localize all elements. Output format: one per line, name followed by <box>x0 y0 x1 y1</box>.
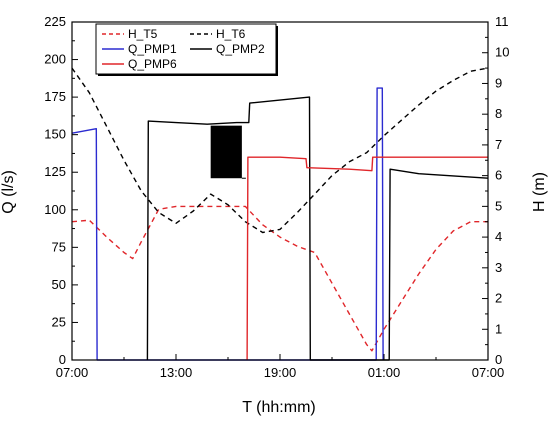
x-tick-label: 19:00 <box>264 365 297 380</box>
y-left-tick-label: 50 <box>52 277 66 292</box>
series-layer <box>71 67 489 361</box>
legend-label-q-pmp1: Q_PMP1 <box>128 42 177 56</box>
y-left-tick-label: 200 <box>44 52 66 67</box>
y-left-tick-label: 0 <box>59 352 66 367</box>
y-right-tick-label: 9 <box>495 75 502 90</box>
legend-label-h-t5: H_T5 <box>128 27 158 41</box>
y-left-tick-label: 225 <box>44 14 66 29</box>
y-right-tick-label: 0 <box>495 352 502 367</box>
x-tick-label: 07:00 <box>56 365 89 380</box>
y-right-tick-label: 1 <box>495 321 502 336</box>
legend-box <box>95 23 277 75</box>
y-axis-right-title: H (m) <box>531 172 548 212</box>
legend-label-q-pmp6: Q_PMP6 <box>128 57 177 71</box>
y-left-tick-label: 100 <box>44 202 66 217</box>
y-left-tick-label: 150 <box>44 127 66 142</box>
x-tick-label: 07:00 <box>472 365 505 380</box>
y-left-tick-label: 25 <box>52 314 66 329</box>
axes-layer: 07:00 13:00 19:00 01:00 07:00025507510012515… <box>44 14 509 380</box>
x-tick-label: 01:00 <box>368 365 401 380</box>
series-line-q-pmp2 <box>146 96 489 361</box>
y-left-tick-label: 175 <box>44 89 66 104</box>
x-axis-title: T (hh:mm) <box>242 399 315 416</box>
y-right-tick-label: 8 <box>495 106 502 121</box>
y-left-tick-label: 75 <box>52 239 66 254</box>
y-right-tick-label: 2 <box>495 291 502 306</box>
x-tick-label: 13:00 <box>160 365 193 380</box>
y-right-tick-label: 10 <box>495 45 509 60</box>
y-right-tick-label: 7 <box>495 137 502 152</box>
y-left-tick-label: 125 <box>44 164 66 179</box>
series-line-q-pmp6 <box>246 156 488 361</box>
legend: H_T5 H_T6 Q_PMP1 Q_PMP2 Q_PMP6 <box>95 23 278 76</box>
y-axis-left-title: Q (l/s) <box>0 170 17 214</box>
y-right-tick-label: 4 <box>495 229 502 244</box>
oscillation-band <box>210 125 242 179</box>
y-right-tick-label: 3 <box>495 260 502 275</box>
y-right-tick-label: 5 <box>495 198 502 213</box>
legend-label-h-t6: H_T6 <box>216 27 246 41</box>
y-right-tick-label: 11 <box>495 14 509 29</box>
legend-label-q-pmp2: Q_PMP2 <box>216 42 265 56</box>
series-line-h-t5 <box>71 205 488 352</box>
series-line-h-t6 <box>71 67 489 234</box>
y-right-tick-label: 6 <box>495 168 502 183</box>
